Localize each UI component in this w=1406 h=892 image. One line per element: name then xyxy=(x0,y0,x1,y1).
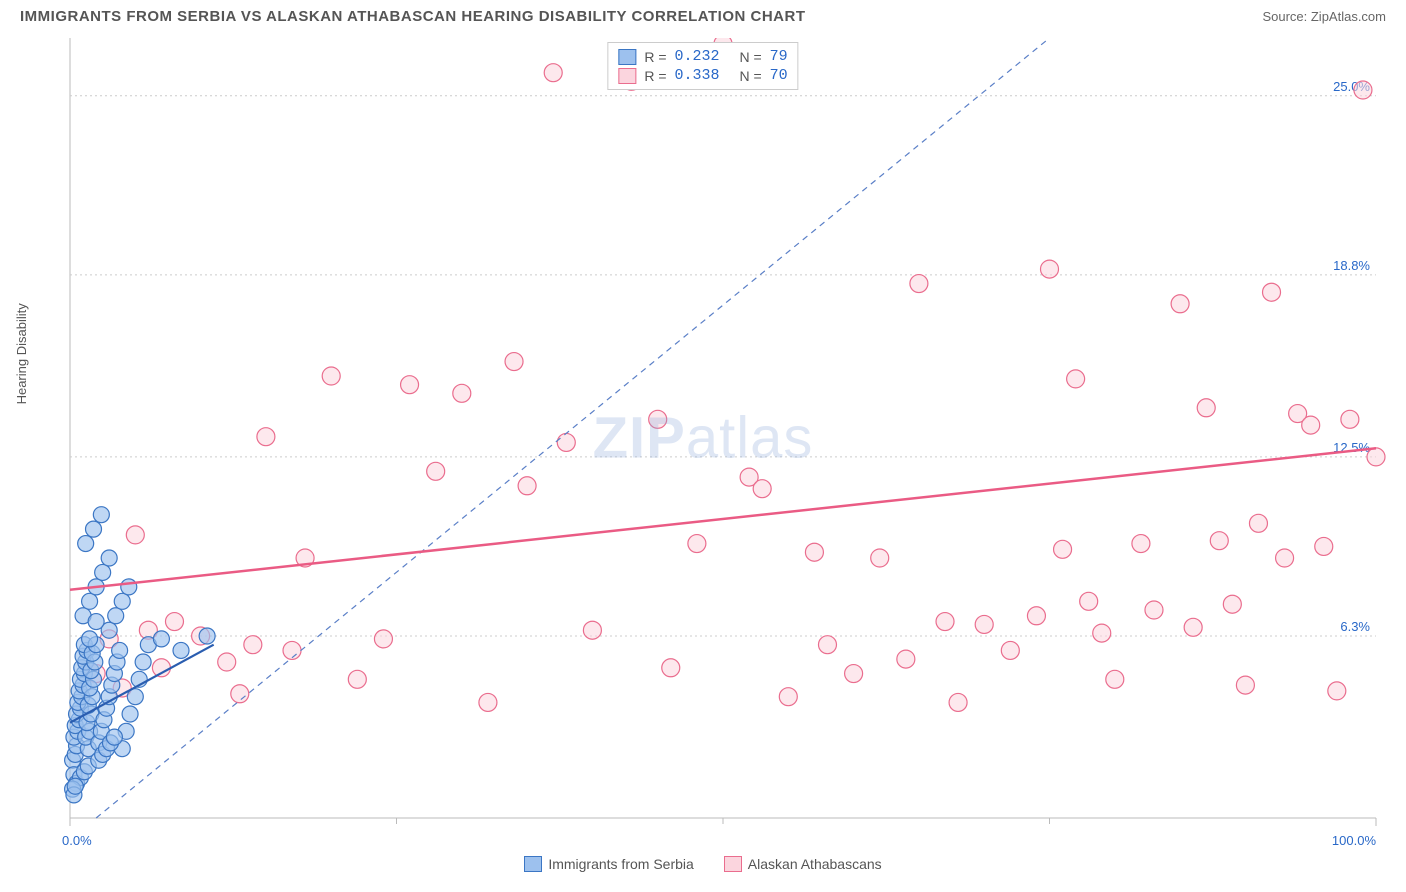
legend-row: R = 0.338 N = 70 xyxy=(618,66,787,85)
n-label: N = xyxy=(739,49,761,65)
legend-swatch xyxy=(724,856,742,872)
n-value: 70 xyxy=(770,67,788,84)
legend-label: Alaskan Athabascans xyxy=(748,856,882,872)
legend-label: Immigrants from Serbia xyxy=(548,856,693,872)
correlation-legend: R = 0.232 N = 79 R = 0.338 N = 70 xyxy=(607,42,798,90)
r-label: R = xyxy=(644,49,666,65)
svg-text:18.8%: 18.8% xyxy=(1333,258,1370,273)
r-value: 0.232 xyxy=(675,48,720,65)
scatter-plot: 6.3%12.5%18.8%25.0% xyxy=(20,38,1386,872)
legend-swatch xyxy=(618,49,636,65)
chart-title: IMMIGRANTS FROM SERBIA VS ALASKAN ATHABA… xyxy=(20,8,806,25)
r-label: R = xyxy=(644,68,666,84)
chart-area: Hearing Disability ZIPatlas 6.3%12.5%18.… xyxy=(20,38,1386,872)
x-tick-0: 0.0% xyxy=(62,833,92,848)
legend-row: R = 0.232 N = 79 xyxy=(618,47,787,66)
source-value: ZipAtlas.com xyxy=(1311,9,1386,24)
legend-swatch xyxy=(524,856,542,872)
legend-swatch xyxy=(618,68,636,84)
series-legend: Immigrants from Serbia Alaskan Athabasca… xyxy=(20,856,1386,872)
n-value: 79 xyxy=(770,48,788,65)
n-label: N = xyxy=(739,68,761,84)
y-axis-label: Hearing Disability xyxy=(14,303,29,404)
chart-source: Source: ZipAtlas.com xyxy=(1262,9,1386,24)
legend-item: Immigrants from Serbia xyxy=(524,856,693,872)
legend-item: Alaskan Athabascans xyxy=(724,856,882,872)
chart-header: IMMIGRANTS FROM SERBIA VS ALASKAN ATHABA… xyxy=(0,0,1406,29)
x-tick-100: 100.0% xyxy=(1332,833,1376,848)
source-label: Source: xyxy=(1262,9,1310,24)
r-value: 0.338 xyxy=(675,67,720,84)
svg-text:6.3%: 6.3% xyxy=(1340,619,1370,634)
